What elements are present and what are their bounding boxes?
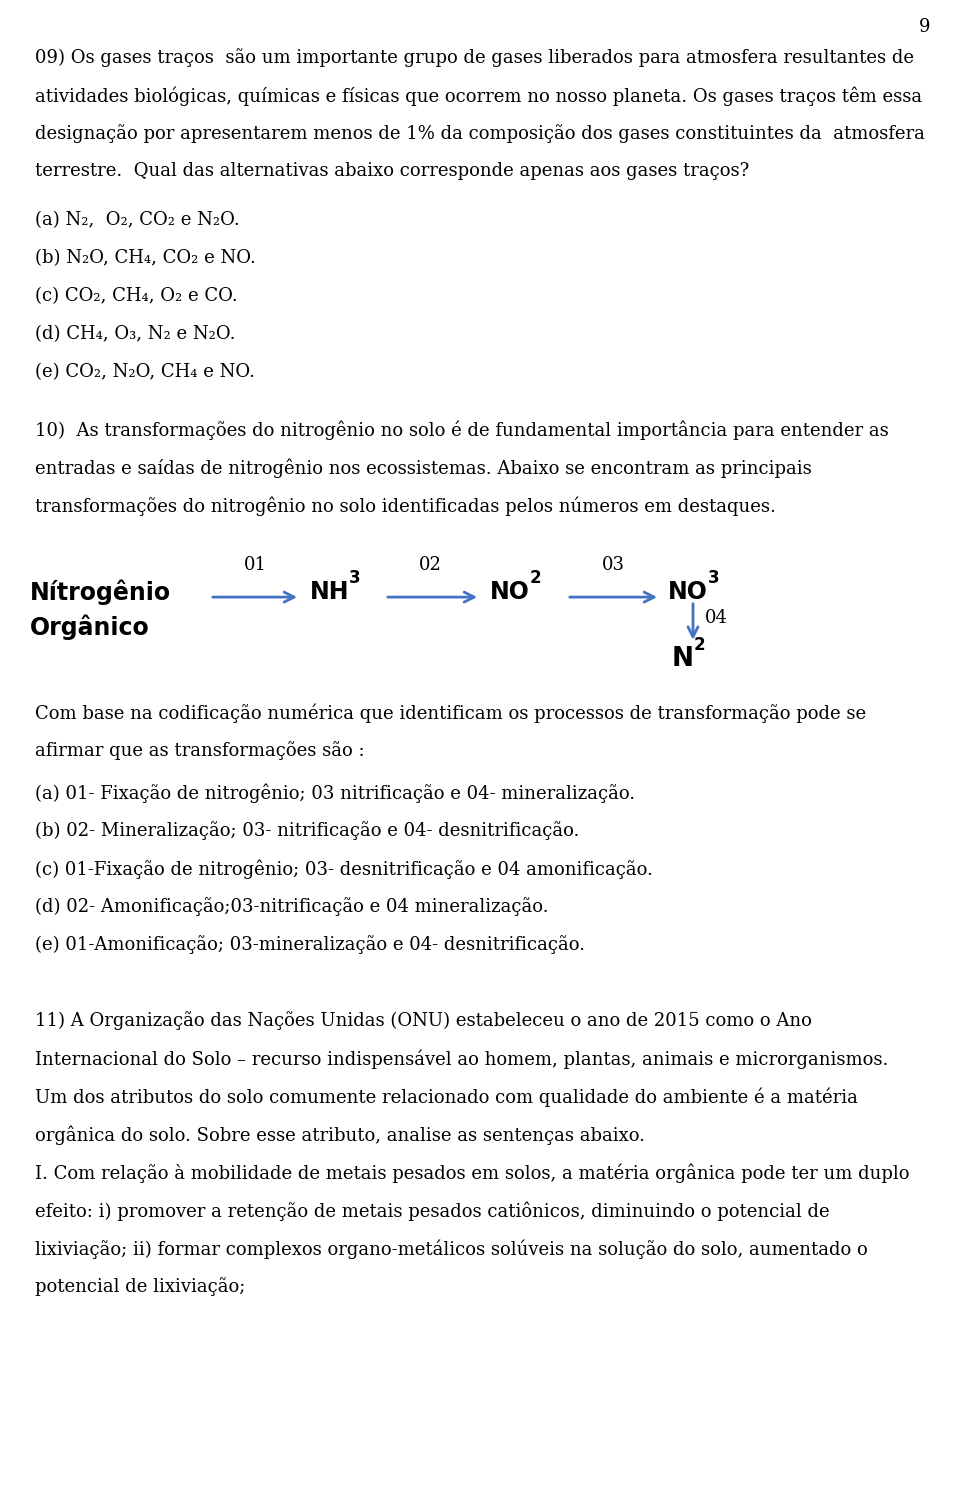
- Text: Internacional do Solo – recurso indispensável ao homem, plantas, animais e micro: Internacional do Solo – recurso indispen…: [35, 1049, 888, 1068]
- Text: terrestre.  Qual das alternativas abaixo corresponde apenas aos gases traços?: terrestre. Qual das alternativas abaixo …: [35, 161, 749, 180]
- Text: NO: NO: [490, 579, 530, 604]
- Text: 3: 3: [349, 569, 361, 587]
- Text: NH: NH: [310, 579, 349, 604]
- Text: (c) CO₂, CH₄, O₂ e CO.: (c) CO₂, CH₄, O₂ e CO.: [35, 287, 238, 305]
- Text: atividades biológicas, químicas e físicas que ocorrem no nosso planeta. Os gases: atividades biológicas, químicas e física…: [35, 86, 923, 106]
- Text: efeito: i) promover a retenção de metais pesados catiônicos, diminuindo o potenc: efeito: i) promover a retenção de metais…: [35, 1201, 829, 1221]
- Text: Nítrogênio: Nítrogênio: [30, 579, 171, 605]
- Text: 2: 2: [530, 569, 541, 587]
- Text: 9: 9: [919, 18, 930, 36]
- Text: (b) 02- Mineralização; 03- nitrificação e 04- desnitrificação.: (b) 02- Mineralização; 03- nitrificação …: [35, 821, 580, 841]
- Text: designação por apresentarem menos de 1% da composição dos gases constituintes da: designação por apresentarem menos de 1% …: [35, 124, 924, 143]
- Text: orgânica do solo. Sobre esse atributo, analise as sentenças abaixo.: orgânica do solo. Sobre esse atributo, a…: [35, 1126, 645, 1145]
- Text: entradas e saídas de nitrogênio nos ecossistemas. Abaixo se encontram as princip: entradas e saídas de nitrogênio nos ecos…: [35, 459, 812, 478]
- Text: (d) CH₄, O₃, N₂ e N₂O.: (d) CH₄, O₃, N₂ e N₂O.: [35, 326, 235, 344]
- Text: 01: 01: [244, 557, 267, 575]
- Text: 10)  As transformações do nitrogênio no solo é de fundamental importância para e: 10) As transformações do nitrogênio no s…: [35, 421, 889, 441]
- Text: potencial de lixiviação;: potencial de lixiviação;: [35, 1277, 246, 1296]
- Text: 03: 03: [602, 557, 625, 575]
- Text: (b) N₂O, CH₄, CO₂ e NO.: (b) N₂O, CH₄, CO₂ e NO.: [35, 249, 256, 267]
- Text: (a) N₂,  O₂, CO₂ e N₂O.: (a) N₂, O₂, CO₂ e N₂O.: [35, 211, 240, 229]
- Text: 02: 02: [419, 557, 442, 575]
- Text: (d) 02- Amonificação;03-nitrificação e 04 mineralização.: (d) 02- Amonificação;03-nitrificação e 0…: [35, 898, 548, 916]
- Text: 11) A Organização das Nações Unidas (ONU) estabeleceu o ano de 2015 como o Ano: 11) A Organização das Nações Unidas (ONU…: [35, 1011, 812, 1031]
- Text: 09) Os gases traços  são um importante grupo de gases liberados para atmosfera r: 09) Os gases traços são um importante gr…: [35, 48, 914, 66]
- Text: I. Com relação à mobilidade de metais pesados em solos, a matéria orgânica pode : I. Com relação à mobilidade de metais pe…: [35, 1163, 909, 1183]
- Text: N: N: [672, 646, 694, 673]
- Text: Com base na codificação numérica que identificam os processos de transformação p: Com base na codificação numérica que ide…: [35, 703, 866, 723]
- Text: 3: 3: [708, 569, 720, 587]
- Text: 04: 04: [705, 610, 728, 628]
- Text: 2: 2: [694, 635, 706, 653]
- Text: (e) CO₂, N₂O, CH₄ e NO.: (e) CO₂, N₂O, CH₄ e NO.: [35, 364, 255, 382]
- Text: afirmar que as transformações são :: afirmar que as transformações são :: [35, 741, 365, 761]
- Text: (e) 01-Amonificação; 03-mineralização e 04- desnitrificação.: (e) 01-Amonificação; 03-mineralização e …: [35, 936, 585, 954]
- Text: transformações do nitrogênio no solo identificadas pelos números em destaques.: transformações do nitrogênio no solo ide…: [35, 496, 776, 516]
- Text: (a) 01- Fixação de nitrogênio; 03 nitrificação e 04- mineralização.: (a) 01- Fixação de nitrogênio; 03 nitrif…: [35, 783, 636, 803]
- Text: Orgânico: Orgânico: [30, 614, 150, 640]
- Text: (c) 01-Fixação de nitrogênio; 03- desnitrificação e 04 amonificação.: (c) 01-Fixação de nitrogênio; 03- desnit…: [35, 859, 653, 878]
- Text: Um dos atributos do solo comumente relacionado com qualidade do ambiente é a mat: Um dos atributos do solo comumente relac…: [35, 1088, 858, 1106]
- Text: NO: NO: [668, 579, 708, 604]
- Text: lixiviação; ii) formar complexos organo-metálicos solúveis na solução do solo, a: lixiviação; ii) formar complexos organo-…: [35, 1239, 868, 1259]
